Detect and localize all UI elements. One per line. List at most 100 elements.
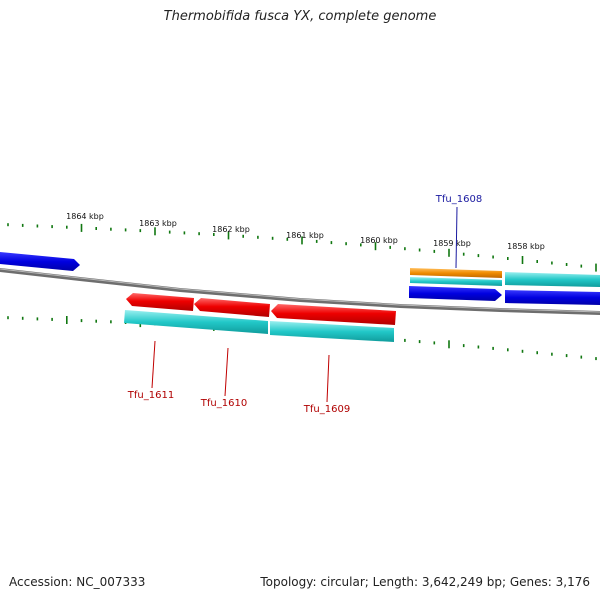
- ruler-minor-tick: [521, 349, 524, 353]
- ruler-minor-tick: [315, 239, 318, 243]
- tick-labels: 1864 kbp 1863 kbp 1862 kbp 1861 kbp 1860…: [66, 212, 545, 251]
- ruler-major-tick: [227, 231, 230, 240]
- cds-feature-tfu-1611[interactable]: [126, 293, 194, 311]
- gene-labels: Tfu_1608 Tfu_1611 Tfu_1610 Tfu_1609: [127, 194, 482, 415]
- ruler-minor-tick: [345, 242, 347, 246]
- genome-summary-text: Topology: circular; Length: 3,642,249 bp…: [260, 575, 590, 589]
- ruler-minor-tick: [595, 357, 597, 361]
- ruler-minor-tick: [580, 264, 583, 268]
- ruler-minor-tick: [21, 316, 24, 320]
- cds-feature-tfu-1608[interactable]: [409, 286, 502, 301]
- gene-feature-tfu-1609[interactable]: [270, 321, 394, 342]
- genome-backbone: [0, 268, 600, 315]
- ruler-minor-tick: [565, 263, 568, 266]
- ruler-minor-tick: [95, 227, 97, 230]
- tick-label: 1860 kbp: [360, 236, 398, 245]
- tick-label: 1864 kbp: [66, 212, 104, 221]
- label-leader-tfu-1609: [326, 354, 330, 403]
- ruler-major-tick: [80, 223, 83, 232]
- ruler-minor-tick: [418, 248, 421, 252]
- ruler-minor-tick: [80, 319, 83, 323]
- ruler-minor-tick: [551, 261, 553, 265]
- tick-label: 1858 kbp: [507, 242, 545, 251]
- tick-label: 1863 kbp: [139, 219, 177, 228]
- label-leader-tfu-1611: [151, 340, 156, 389]
- ruler-major-tick: [301, 236, 303, 245]
- ruler-minor-tick: [198, 232, 200, 236]
- ruler-major-tick: [66, 316, 68, 324]
- ruler-minor-tick: [580, 355, 583, 359]
- ruler-minor-tick: [286, 237, 289, 241]
- gene-feature-tfu-1608[interactable]: [410, 268, 502, 278]
- ruler-minor-tick: [492, 346, 494, 350]
- ruler-minor-tick: [51, 225, 53, 229]
- tick-label: 1861 kbp: [286, 231, 324, 240]
- ruler-minor-tick: [462, 252, 465, 256]
- ruler-major-tick: [448, 340, 450, 349]
- gene-feature[interactable]: [505, 272, 600, 287]
- ruler-minor-tick: [7, 223, 9, 227]
- gene-feature[interactable]: [410, 277, 502, 286]
- ruler-minor-tick: [110, 320, 112, 324]
- ruler-minor-tick: [271, 236, 274, 240]
- cds-feature[interactable]: [505, 290, 600, 305]
- ruler-minor-tick: [536, 260, 538, 263]
- ruler-minor-tick: [183, 231, 186, 235]
- ruler-minor-tick: [551, 352, 553, 356]
- accession-text: Accession: NC_007333: [9, 575, 146, 589]
- label-leader-tfu-1608: [455, 206, 458, 269]
- ruler-minor-tick: [536, 351, 538, 355]
- ruler-minor-tick: [21, 223, 24, 227]
- ruler-minor-tick: [477, 254, 480, 258]
- ruler-minor-tick: [433, 249, 436, 253]
- ruler-minor-tick: [168, 230, 171, 234]
- ruler-minor-tick: [7, 316, 9, 320]
- ruler-minor-tick: [110, 227, 112, 231]
- gene-feature-tfu-1611-1610[interactable]: [124, 310, 268, 334]
- cds-feature-tfu-1610[interactable]: [194, 298, 270, 317]
- ruler-minor-tick: [124, 228, 127, 232]
- ruler-minor-tick: [418, 340, 421, 344]
- gene-label-tfu-1608[interactable]: Tfu_1608: [435, 194, 482, 205]
- ruler-minor-tick: [462, 344, 465, 348]
- cds-feature-tfu-1609[interactable]: [271, 304, 396, 325]
- ruler-major-tick: [595, 263, 597, 272]
- ruler-minor-tick: [477, 345, 480, 349]
- ruler-minor-tick: [507, 348, 509, 352]
- label-leader-tfu-1610: [224, 347, 229, 397]
- inner-ruler: [7, 316, 597, 361]
- outer-ruler: [7, 223, 597, 272]
- ruler-minor-tick: [95, 319, 97, 323]
- ruler-minor-tick: [213, 233, 215, 236]
- ruler-minor-tick: [492, 255, 494, 259]
- ruler-minor-tick: [389, 245, 391, 249]
- ruler-minor-tick: [51, 317, 53, 321]
- genome-backbone-highlight: [0, 268, 600, 313]
- ruler-minor-tick: [433, 341, 436, 345]
- cds-feature[interactable]: [0, 252, 80, 271]
- gene-label-tfu-1609[interactable]: Tfu_1609: [303, 404, 350, 415]
- ruler-major-tick: [154, 227, 156, 236]
- ruler-minor-tick: [36, 224, 39, 228]
- genome-title: Thermobifida fusca YX, complete genome: [163, 9, 437, 24]
- ruler-minor-tick: [36, 317, 39, 321]
- tick-label: 1862 kbp: [212, 225, 250, 234]
- gene-label-tfu-1611[interactable]: Tfu_1611: [127, 390, 174, 401]
- ruler-minor-tick: [404, 338, 406, 342]
- gene-label-tfu-1610[interactable]: Tfu_1610: [200, 398, 247, 409]
- ruler-minor-tick: [139, 229, 142, 233]
- ruler-minor-tick: [404, 247, 406, 251]
- ruler-minor-tick: [565, 354, 568, 358]
- ruler-minor-tick: [360, 243, 362, 247]
- ruler-minor-tick: [242, 234, 244, 238]
- ruler-minor-tick: [330, 241, 333, 245]
- ruler-major-tick: [521, 256, 524, 264]
- ruler-minor-tick: [257, 235, 259, 239]
- ruler-major-tick: [374, 242, 377, 251]
- ruler-major-tick: [448, 248, 450, 257]
- tick-label: 1859 kbp: [433, 239, 471, 248]
- ruler-minor-tick: [66, 225, 68, 229]
- ruler-minor-tick: [507, 257, 509, 260]
